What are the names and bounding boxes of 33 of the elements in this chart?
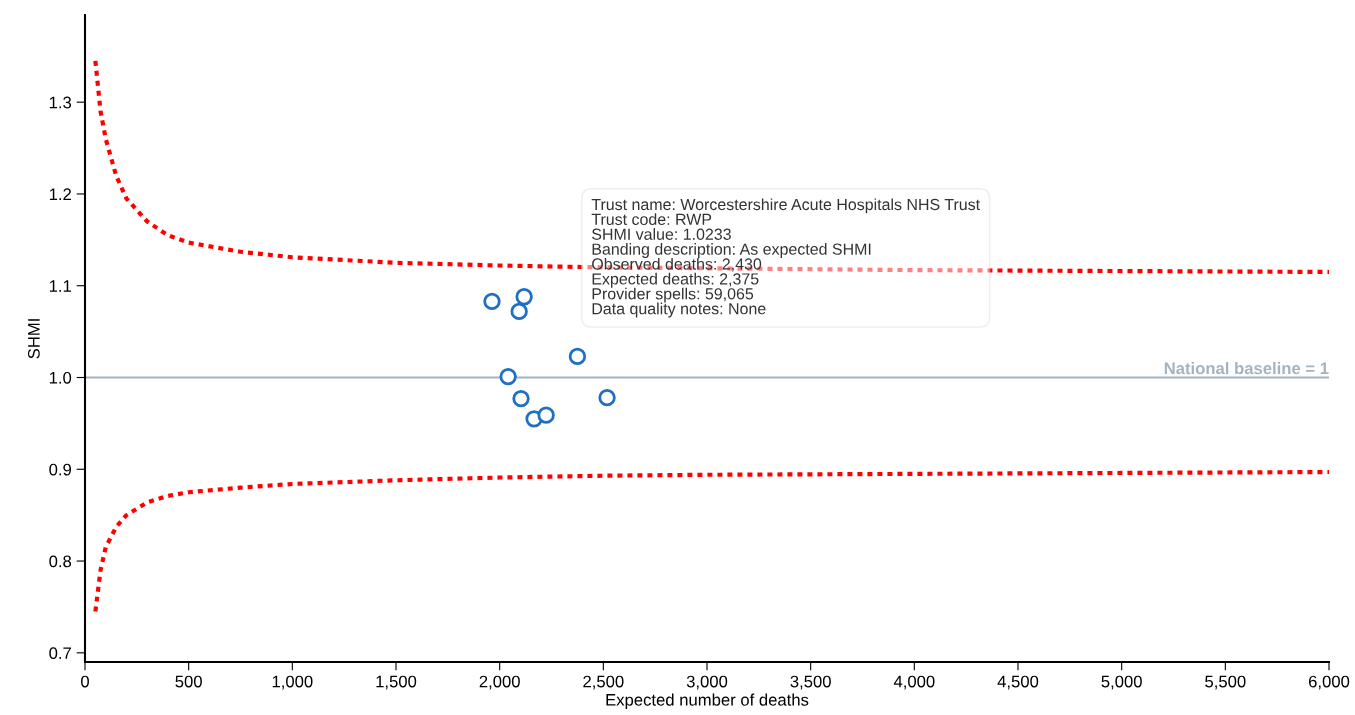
x-tick-label: 3,500 xyxy=(790,675,831,690)
x-tick-label: 1,500 xyxy=(376,675,417,690)
y-tick-label: 0.8 xyxy=(49,555,72,568)
y-tick-label: 1.1 xyxy=(49,280,71,292)
y-tick-label: 0.7 xyxy=(49,647,71,660)
point xyxy=(512,389,530,408)
x-tick-label: 6,000 xyxy=(1308,675,1350,690)
point xyxy=(598,389,616,407)
x-tick-label: 2,000 xyxy=(479,675,520,690)
x-tick-label: 5,500 xyxy=(1205,675,1246,690)
annotation: Trust name: Worcestershire Acute Hospitals NHS Trust Trust code: RWP SHMI value: 1.0233 Banding description: As expected SHMI Observed deaths: 2,430 Expected deaths: 2,375 Provider spells: 59,065 Data quality notes: None xyxy=(591,198,980,318)
x-tick-label: 4,000 xyxy=(893,675,935,690)
x-tick-label: 5,000 xyxy=(1101,675,1142,690)
point xyxy=(568,347,587,366)
y-tick-label: 1.2 xyxy=(49,188,71,200)
x-tick-label: 3,000 xyxy=(686,675,728,690)
x-axis-title: Expected number of deaths xyxy=(606,693,809,710)
ref-line-label: National baseline = 1 xyxy=(1164,361,1329,375)
point xyxy=(510,302,528,321)
x-tick-label: 500 xyxy=(175,675,202,688)
y-tick-label: 1.0 xyxy=(49,371,72,384)
point xyxy=(499,367,517,386)
point xyxy=(515,288,533,306)
point xyxy=(537,406,555,424)
y-tick-label: 1.3 xyxy=(49,96,72,109)
line-series xyxy=(93,469,1329,614)
y-axis-title: SHMI xyxy=(27,319,40,359)
x-tick-label: 4,500 xyxy=(997,675,1039,690)
x-tick-label: 0 xyxy=(81,675,89,688)
y-tick-label: 0.9 xyxy=(49,463,72,476)
x-tick-label: 1,000 xyxy=(272,675,313,690)
x-tick-label: 2,500 xyxy=(583,675,624,690)
point xyxy=(483,292,501,311)
